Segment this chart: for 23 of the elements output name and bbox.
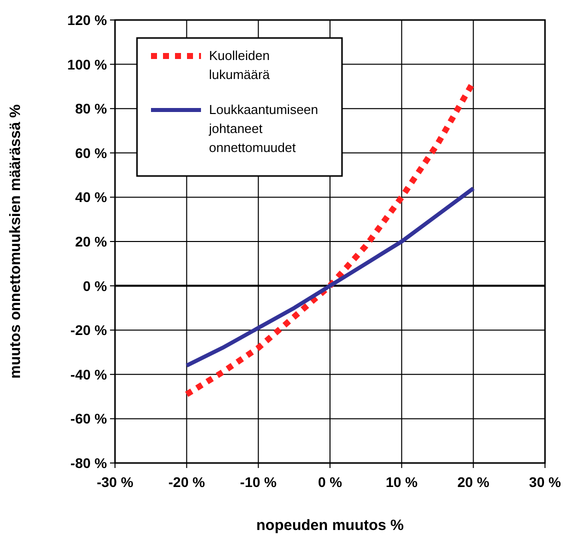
legend-label: Loukkaantumiseen johtaneet onnettomuudet <box>208 102 318 155</box>
x-tick-label: -30 % <box>96 474 134 490</box>
y-tick-label: 120 % <box>67 12 108 28</box>
y-tick-label: 60 % <box>75 144 108 161</box>
y-tick-label: -80 % <box>70 455 108 471</box>
y-tick-label: 0 % <box>82 278 108 294</box>
x-axis-title: nopeuden muutos % <box>256 517 404 534</box>
y-tick-label: 80 % <box>75 100 108 117</box>
x-tick-label: 30 % <box>529 474 562 490</box>
y-tick-label: 40 % <box>75 189 108 206</box>
x-tick-label: 20 % <box>457 474 490 490</box>
x-tick-label: 10 % <box>386 474 418 490</box>
y-tick-label: -20 % <box>70 322 108 338</box>
y-tick-label: -40 % <box>70 366 108 382</box>
y-tick-label: 20 % <box>75 234 108 250</box>
line-series <box>184 186 476 368</box>
y-tick-label: -60 % <box>70 410 108 427</box>
legend-label: Kuolleiden lukumäärä <box>209 48 270 82</box>
x-tick-label: -10 % <box>240 474 278 490</box>
x-tick-label: -20 % <box>168 474 206 490</box>
y-tick-label: 100 % <box>67 56 108 72</box>
y-axis-title: muutos onnettomuuksien määrässä % <box>7 104 24 379</box>
x-tick-label: 0 % <box>318 474 343 490</box>
